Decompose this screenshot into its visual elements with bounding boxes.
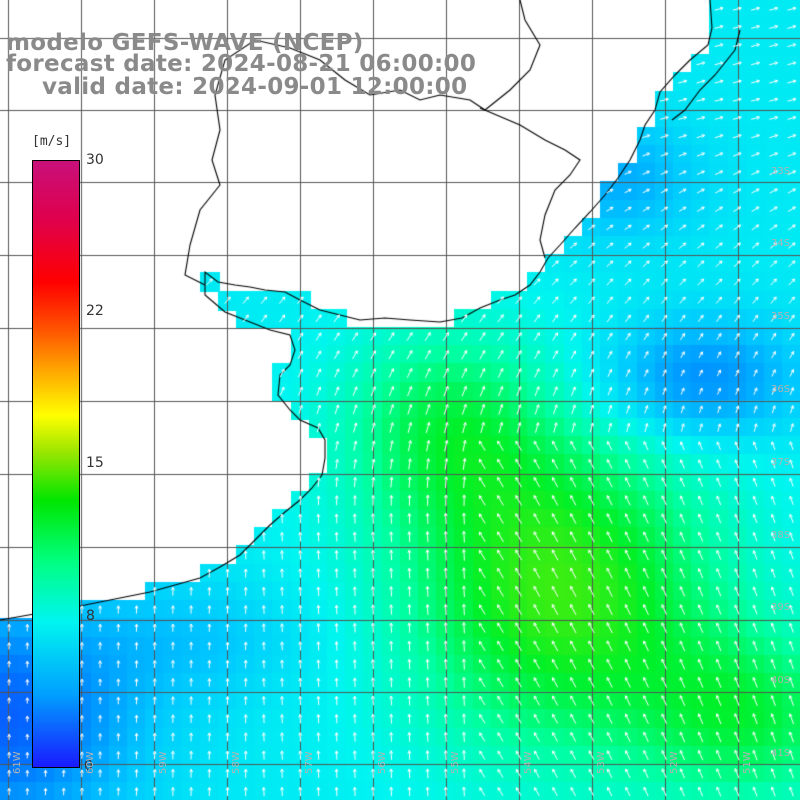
- lon-label-58w: 58W: [231, 751, 242, 774]
- lat-label-39s: 39S: [771, 602, 791, 613]
- valid-date: valid date: 2024-09-01 12:00:00: [42, 74, 468, 100]
- colorbar-tick-15: 15: [86, 455, 104, 471]
- lon-label-52w: 52W: [669, 751, 680, 774]
- lon-label-54w: 54W: [523, 751, 534, 774]
- lat-label-40s: 40S: [771, 675, 791, 686]
- lat-label-37s: 37S: [771, 457, 791, 468]
- lat-label-41s: 41S: [771, 748, 791, 759]
- model-title: modelo GEFS-WAVE (NCEP): [6, 30, 364, 56]
- colorbar: [32, 160, 80, 768]
- colorbar-tick-0: 0: [84, 758, 93, 774]
- lon-label-51w: 51W: [742, 751, 753, 774]
- colorbar-tick-22: 22: [86, 303, 104, 319]
- lon-label-57w: 57W: [304, 751, 315, 774]
- forecast-date: forecast date: 2024-08-21 06:00:00: [6, 51, 477, 77]
- lon-label-59w: 59W: [158, 751, 169, 774]
- colorbar-tick-8: 8: [86, 608, 95, 624]
- colorbar-tick-30: 30: [86, 152, 104, 168]
- lat-label-36s: 36S: [771, 384, 791, 395]
- lon-label-53w: 53W: [596, 751, 607, 774]
- lon-label-60w: 60W: [85, 751, 96, 774]
- lat-label-33s: 33S: [771, 166, 791, 177]
- lat-label-38s: 38S: [771, 530, 791, 541]
- lon-label-56w: 56W: [377, 751, 388, 774]
- lat-label-34s: 34S: [771, 238, 791, 249]
- lon-label-61w: 61W: [12, 751, 23, 774]
- colorbar-unit: [m/s]: [32, 134, 72, 149]
- lat-label-35s: 35S: [771, 311, 791, 322]
- lon-label-55w: 55W: [450, 751, 461, 774]
